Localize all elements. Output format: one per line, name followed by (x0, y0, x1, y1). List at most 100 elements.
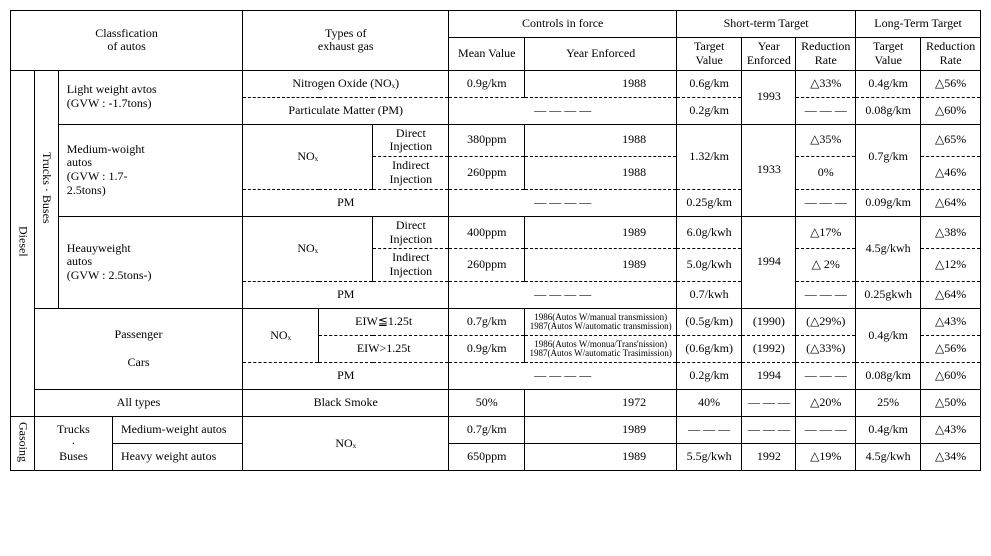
header-row-1: Classfication of autos Types of exhaust … (11, 11, 981, 38)
gas-pm: PM (243, 281, 449, 308)
cell: — — — — (449, 362, 677, 389)
gas-ii: Indirect Injection (373, 157, 449, 190)
cell: 1933 (742, 124, 796, 216)
cell: (△33%) (796, 335, 856, 362)
cell: 0.9g/km (449, 335, 525, 362)
cell: 0.25g/km (677, 189, 742, 216)
cat-all: All types (34, 389, 242, 416)
cell: △65% (921, 124, 981, 157)
row-med-nox-di: Medium-woight autos (GVW : 1.7- 2.5tons)… (11, 124, 981, 157)
hdr-st-target: Target Value (677, 38, 742, 71)
sub-heavy: Heauyweight autos (GVW : 2.5tons-) (58, 216, 242, 308)
cell: 0.7g/km (856, 124, 921, 189)
gas-nox: NOₓ (243, 124, 373, 189)
cell: (1992) (742, 335, 796, 362)
cell: 6.0g/kwh (677, 216, 742, 249)
cell: — — — (796, 281, 856, 308)
cell: △34% (921, 443, 981, 470)
cell: 4.5g/kwh (856, 443, 921, 470)
fuel-gasoline: Gasoing (11, 416, 35, 470)
cell: 25% (856, 389, 921, 416)
row-hvy-nox-di: Heauyweight autos (GVW : 2.5tons-) NOₓ D… (11, 216, 981, 249)
cell: (1990) (742, 308, 796, 335)
cell: △60% (921, 97, 981, 124)
cell: △12% (921, 249, 981, 282)
cell: 0.7g/km (449, 416, 525, 443)
sub-medium: Medium-woight autos (GVW : 1.7- 2.5tons) (58, 124, 242, 216)
cell: 650ppm (449, 443, 525, 470)
cell: 0% (796, 157, 856, 190)
cell: 40% (677, 389, 742, 416)
hdr-types: Types of exhaust gas (243, 11, 449, 71)
cell: — — — (742, 389, 796, 416)
gas-nox: NOₓ (243, 416, 449, 470)
cell: — — — (796, 362, 856, 389)
cell: 50% (449, 389, 525, 416)
gas-ii: Indirect Injection (373, 249, 449, 282)
cell: — — — — (449, 189, 677, 216)
cell: 0.7/kwh (677, 281, 742, 308)
cell: 1989 (525, 443, 677, 470)
cell: 5.0g/kwh (677, 249, 742, 282)
row-gas-hvy: Heavy weight autos 650ppm 1989 5.5g/kwh … (11, 443, 981, 470)
cell: 1.32/km (677, 124, 742, 189)
gas-pm: PM (243, 189, 449, 216)
cell: △38% (921, 216, 981, 249)
cell: 260ppm (449, 249, 525, 282)
fuel-diesel: Diesel (11, 70, 35, 416)
row-gas-med: Gasoing Trucks · Buses Medium-weight aut… (11, 416, 981, 443)
hdr-st-red: Reduction Rate (796, 38, 856, 71)
cell: 400ppm (449, 216, 525, 249)
cell: 1986(Autos W/monua/Trans'nission) 1987(A… (525, 335, 677, 362)
cell: — — — (677, 416, 742, 443)
gas-nox: NOₓ (243, 308, 319, 362)
cell: △35% (796, 124, 856, 157)
sub-light: Light weight avtos (GVW : -1.7tons) (58, 70, 242, 124)
gas-nox-full: Nitrogen Oxide (NOₓ) (243, 70, 449, 97)
cell: (△29%) (796, 308, 856, 335)
cell: 0.6g/km (677, 70, 742, 97)
cell: △17% (796, 216, 856, 249)
gas-eiw1: EIW≦1.25t (319, 308, 449, 335)
sub-hvy-gas: Heavy weight autos (112, 443, 242, 470)
cell: 1988 (525, 124, 677, 157)
cell: — — — (742, 416, 796, 443)
gas-eiw2: EIW>1.25t (319, 335, 449, 362)
cell: — — — (796, 97, 856, 124)
cell: 1989 (525, 216, 677, 249)
hdr-classification: Classfication of autos (11, 11, 243, 71)
gas-pm: PM (243, 362, 449, 389)
cell: △56% (921, 70, 981, 97)
cell: 0.08g/km (856, 97, 921, 124)
cell: (0.5g/km) (677, 308, 742, 335)
cell: 1972 (525, 389, 677, 416)
gas-di: Direct Injection (373, 124, 449, 157)
hdr-st-year: Year Enforced (742, 38, 796, 71)
hdr-lt-target: Target Value (856, 38, 921, 71)
cell: 0.2g/km (677, 97, 742, 124)
cell: 380ppm (449, 124, 525, 157)
cell: 0.4g/km (856, 416, 921, 443)
hdr-controls: Controls in force (449, 11, 677, 38)
sub-med-gas: Medium-weight autos (112, 416, 242, 443)
cat-trucks-buses: Trucks · Buses (34, 70, 58, 308)
cell: △ 2% (796, 249, 856, 282)
hdr-long: Long-Term Target (856, 11, 981, 38)
cell: 1992 (742, 443, 796, 470)
cell: △56% (921, 335, 981, 362)
cell: 0.9g/km (449, 70, 525, 97)
gas-black: Black Smoke (243, 389, 449, 416)
gas-pm-full: Particulate Matter (PM) (243, 97, 449, 124)
cell: 1993 (742, 70, 796, 124)
cell: — — — — (449, 281, 677, 308)
cell: 5.5g/kwh (677, 443, 742, 470)
row-all-black: All types Black Smoke 50% 1972 40% — — —… (11, 389, 981, 416)
cell: △19% (796, 443, 856, 470)
cell: 1986(Autos W/manual transmission) 1987(A… (525, 308, 677, 335)
cat-tb2: Trucks · Buses (34, 416, 112, 470)
cell: — — — (796, 189, 856, 216)
row-light-nox: Diesel Trucks · Buses Light weight avtos… (11, 70, 981, 97)
cell: 0.09g/km (856, 189, 921, 216)
cell: △20% (796, 389, 856, 416)
cell: — — — (796, 416, 856, 443)
